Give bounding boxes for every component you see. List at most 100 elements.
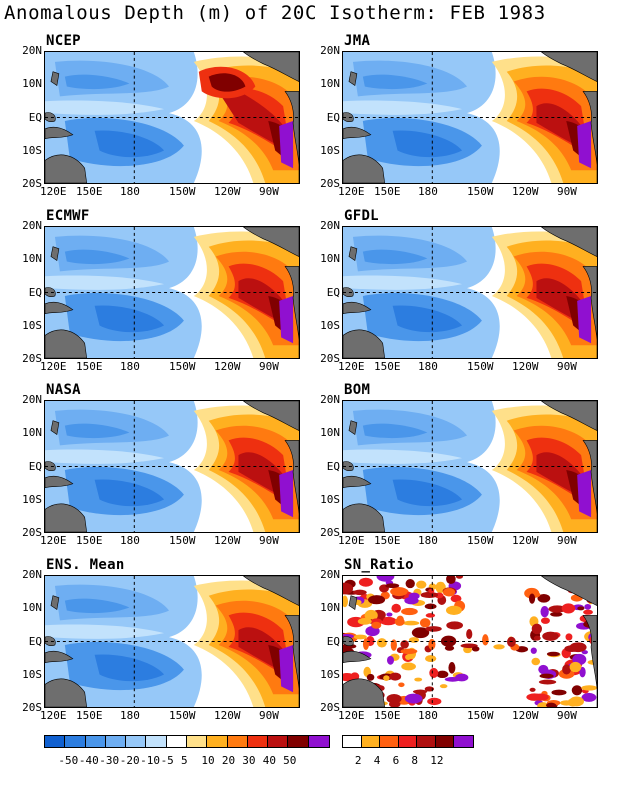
lon-tick-label: 180 bbox=[418, 185, 438, 198]
colorbar-swatch bbox=[207, 736, 228, 747]
lon-tick-label: 180 bbox=[418, 534, 438, 547]
colorbar-label: 40 bbox=[262, 754, 276, 767]
map-plot bbox=[342, 226, 598, 359]
colorbar-swatch bbox=[227, 736, 248, 747]
lon-tick-label: 120E bbox=[40, 360, 67, 373]
lat-tick-label: 20S bbox=[320, 701, 340, 714]
lat-tick-label: 20N bbox=[320, 44, 340, 57]
lon-tick-label: 180 bbox=[120, 185, 140, 198]
colorbar-label: 2 bbox=[354, 754, 362, 767]
lat-tick-label: EQ bbox=[28, 110, 42, 124]
map-panel bbox=[44, 226, 300, 359]
map-panel bbox=[44, 51, 300, 184]
lon-tick-label: 180 bbox=[120, 360, 140, 373]
figure-title: Anomalous Depth (m) of 20C Isotherm: FEB… bbox=[4, 2, 546, 24]
lon-tick-label: 120W bbox=[512, 709, 539, 722]
lon-tick-label: 120W bbox=[512, 360, 539, 373]
lat-tick-label: 10N bbox=[320, 601, 340, 615]
lat-tick-label: EQ bbox=[326, 634, 340, 648]
lon-tick-label: 90W bbox=[259, 360, 279, 373]
lon-tick-label: 180 bbox=[120, 709, 140, 722]
lat-tick-label: 10S bbox=[320, 667, 340, 681]
panel-label: ECMWF bbox=[46, 208, 90, 224]
lon-tick-label: 150W bbox=[169, 185, 196, 198]
lat-tick-label: 10S bbox=[22, 318, 42, 332]
lon-tick-label: 180 bbox=[418, 709, 438, 722]
lat-tick-label: 10N bbox=[320, 252, 340, 266]
lon-tick-label: 150W bbox=[467, 534, 494, 547]
lon-tick-label: 90W bbox=[259, 534, 279, 547]
lon-tick-label: 120E bbox=[40, 709, 67, 722]
lat-tick-label: 20N bbox=[320, 219, 340, 232]
lat-tick-label: 20S bbox=[320, 352, 340, 365]
map-panel bbox=[342, 575, 598, 708]
lat-tick-label: 10S bbox=[22, 143, 42, 157]
colorbar-label: 50 bbox=[283, 754, 297, 767]
lon-tick-label: 120E bbox=[338, 360, 365, 373]
lat-tick-label: 20N bbox=[320, 393, 340, 406]
lat-tick-label: 20N bbox=[22, 44, 42, 57]
lat-tick-label: 10S bbox=[22, 492, 42, 506]
lat-tick-label: 20S bbox=[22, 526, 42, 539]
lon-tick-label: 120E bbox=[338, 534, 365, 547]
lon-tick-label: 150W bbox=[169, 709, 196, 722]
lat-tick-label: 20N bbox=[320, 568, 340, 581]
lon-tick-label: 150W bbox=[467, 185, 494, 198]
lon-tick-label: 120W bbox=[512, 534, 539, 547]
lat-tick-label: EQ bbox=[28, 459, 42, 473]
panel-label: SN_Ratio bbox=[344, 557, 414, 573]
colorbar-swatch bbox=[308, 736, 329, 747]
lat-tick-label: 10S bbox=[22, 667, 42, 681]
lon-tick-label: 120W bbox=[214, 709, 241, 722]
colorbar-label: -30 bbox=[99, 754, 120, 767]
lat-tick-label: 10N bbox=[22, 77, 42, 91]
lat-tick-label: 10N bbox=[320, 77, 340, 91]
lat-tick-label: 10N bbox=[320, 426, 340, 440]
map-panel bbox=[342, 51, 598, 184]
map-panel bbox=[342, 400, 598, 533]
lat-tick-label: 20S bbox=[22, 352, 42, 365]
colorbar-label: 30 bbox=[242, 754, 256, 767]
lon-tick-label: 120E bbox=[40, 185, 67, 198]
lat-tick-label: 20S bbox=[22, 701, 42, 714]
colorbar-swatch bbox=[65, 736, 86, 747]
map-plot bbox=[44, 51, 300, 184]
colorbar-swatch bbox=[146, 736, 167, 747]
lat-tick-label: 20S bbox=[22, 177, 42, 190]
colorbar-label: -50 bbox=[58, 754, 79, 767]
lon-tick-label: 90W bbox=[259, 185, 279, 198]
lon-tick-label: 120W bbox=[214, 360, 241, 373]
lon-tick-label: 120W bbox=[214, 534, 241, 547]
lon-tick-label: 180 bbox=[120, 534, 140, 547]
colorbar-label: 5 bbox=[181, 754, 188, 767]
colorbar-swatch bbox=[105, 736, 127, 747]
sn-ratio-colorbar bbox=[342, 735, 474, 748]
colorbar-swatch bbox=[186, 736, 208, 747]
colorbar-label: -40 bbox=[78, 754, 99, 767]
lon-tick-label: 150E bbox=[76, 534, 103, 547]
colorbar-label: -20 bbox=[119, 754, 140, 767]
lon-tick-label: 90W bbox=[557, 709, 577, 722]
colorbar-label: 20 bbox=[221, 754, 236, 767]
colorbar-label: 6 bbox=[392, 754, 400, 767]
colorbar-swatch bbox=[126, 736, 147, 747]
anomaly-colorbar bbox=[44, 735, 330, 748]
lat-tick-label: 10S bbox=[320, 318, 340, 332]
colorbar-label: 10 bbox=[201, 754, 215, 767]
panel-label: ENS. Mean bbox=[46, 557, 125, 573]
colorbar-swatch bbox=[454, 736, 474, 747]
panel-label: NCEP bbox=[46, 33, 81, 49]
map-plot bbox=[44, 575, 300, 708]
lon-tick-label: 150E bbox=[76, 709, 103, 722]
lon-tick-label: 90W bbox=[557, 185, 577, 198]
colorbar-label: 8 bbox=[411, 754, 419, 767]
lon-tick-label: 120W bbox=[512, 185, 539, 198]
lat-tick-label: 10S bbox=[320, 143, 340, 157]
lat-tick-label: 20S bbox=[320, 526, 340, 539]
lon-tick-label: 150W bbox=[467, 360, 494, 373]
lon-tick-label: 180 bbox=[418, 360, 438, 373]
colorbar-swatch bbox=[247, 736, 269, 747]
colorbar-swatch bbox=[435, 736, 455, 747]
colorbar-swatch bbox=[361, 736, 381, 747]
lat-tick-label: 20N bbox=[22, 219, 42, 232]
